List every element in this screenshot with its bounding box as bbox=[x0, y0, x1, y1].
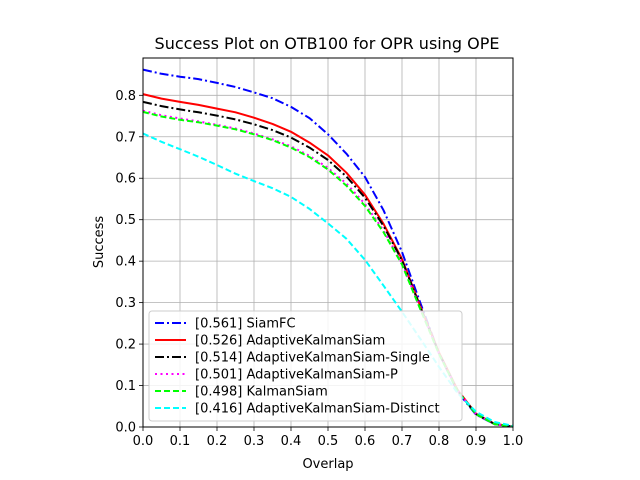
y-axis-label: Success bbox=[92, 216, 107, 269]
y-tick-label: 0.8 bbox=[115, 89, 136, 104]
y-tick-label: 0.5 bbox=[115, 213, 136, 228]
x-tick-label: 0.1 bbox=[170, 434, 191, 449]
x-tick-label: 0.2 bbox=[207, 434, 228, 449]
x-tick-label: 0.0 bbox=[133, 434, 154, 449]
x-tick-label: 0.8 bbox=[429, 434, 450, 449]
legend-box bbox=[148, 310, 463, 422]
x-tick-label: 0.3 bbox=[244, 434, 265, 449]
y-tick-label: 0.4 bbox=[115, 255, 136, 270]
x-tick-label: 0.7 bbox=[392, 434, 413, 449]
x-tick-label: 1.0 bbox=[503, 434, 524, 449]
x-tick-label: 0.4 bbox=[281, 434, 302, 449]
x-axis-label: Overlap bbox=[302, 457, 353, 472]
y-tick-label: 0.6 bbox=[115, 172, 136, 187]
legend-label-6: [0.416] AdaptiveKalmanSiam-Distinct bbox=[195, 402, 440, 417]
y-tick-label: 0.3 bbox=[115, 296, 136, 311]
legend: [0.561] SiamFC [0.526] AdaptiveKalmanSiam… bbox=[148, 310, 463, 422]
x-tick-label: 0.6 bbox=[355, 434, 376, 449]
y-tick-label: 0.1 bbox=[115, 379, 136, 394]
y-tick-label: 0.7 bbox=[115, 130, 136, 145]
chart-title: Success Plot on OTB100 for OPR using OPE bbox=[155, 34, 500, 53]
legend-entries: [0.561] SiamFC [0.526] AdaptiveKalmanSiam… bbox=[155, 317, 440, 417]
y-tick-label: 0.2 bbox=[115, 338, 136, 353]
legend-label-1: [0.561] SiamFC bbox=[195, 317, 296, 332]
axis-ticks: 0.0 0.1 0.2 0.3 0.4 0.5 0.6 0.7 0.8 0.9 1.0 0.0 0.1 0… bbox=[115, 89, 523, 449]
x-tick-label: 0.5 bbox=[318, 434, 339, 449]
legend-label-3: [0.514] AdaptiveKalmanSiam-Single bbox=[195, 351, 430, 366]
y-tick-label: 0.0 bbox=[115, 421, 136, 436]
legend-label-2: [0.526] AdaptiveKalmanSiam bbox=[195, 334, 385, 349]
x-tick-label: 0.9 bbox=[466, 434, 487, 449]
legend-label-4: [0.501] AdaptiveKalmanSiam-P bbox=[195, 368, 398, 383]
legend-label-5: [0.498] KalmanSiam bbox=[195, 385, 328, 400]
